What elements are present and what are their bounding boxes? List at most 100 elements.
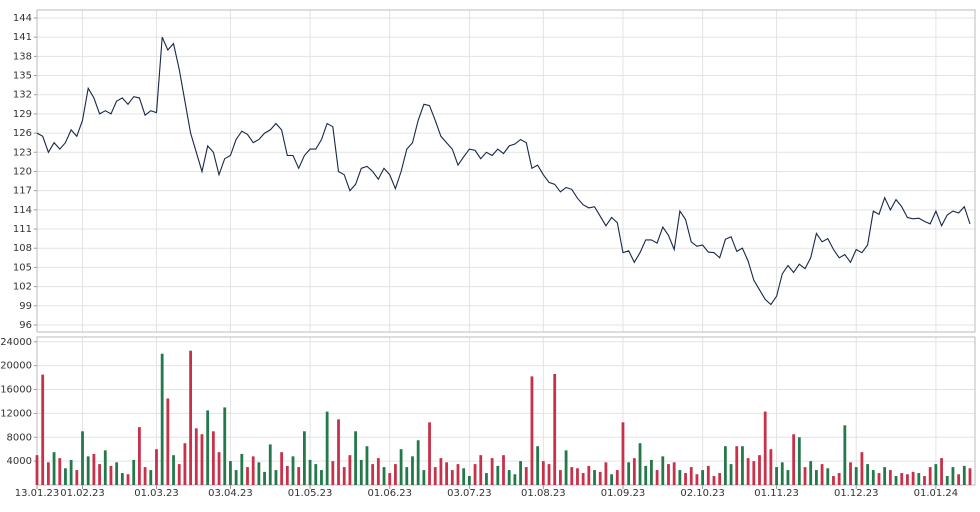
volume-bar <box>837 473 841 485</box>
volume-bar <box>422 470 426 485</box>
volume-bar <box>593 470 596 485</box>
volume-bar <box>701 470 705 485</box>
volume-bar <box>741 446 744 485</box>
y-tick-label: 135 <box>13 71 32 82</box>
volume-bar <box>536 446 540 485</box>
panel-frame <box>36 336 976 486</box>
x-tick-label: 01.11.23 <box>754 488 799 499</box>
volume-bar <box>291 456 295 485</box>
y-tick-label: 4000 <box>7 456 32 467</box>
volume-bar <box>155 449 158 485</box>
volume-bar <box>439 458 443 485</box>
volume-bar <box>934 464 938 485</box>
volume-bar <box>786 470 790 485</box>
volume-bar <box>251 456 255 485</box>
y-tick-label: 24000 <box>0 337 32 348</box>
volume-bar <box>149 470 153 485</box>
volume-bar <box>115 462 119 485</box>
volume-bar <box>405 467 409 485</box>
volume-bar <box>433 467 437 485</box>
volume-bar <box>257 462 261 485</box>
volume-bar <box>46 462 50 485</box>
y-tick-label: 114 <box>13 205 32 216</box>
volume-bar <box>120 473 124 485</box>
panel-frame <box>36 9 976 333</box>
volume-bar <box>689 467 693 485</box>
y-tick-label: 102 <box>13 282 32 293</box>
volume-bar <box>923 476 926 485</box>
volume-bar <box>667 464 670 485</box>
y-tick-label: 129 <box>13 109 32 120</box>
volume-bar <box>411 456 414 485</box>
x-tick-label: 01.12.23 <box>834 488 879 499</box>
volume-bar <box>126 474 130 485</box>
volume-bar <box>160 353 164 485</box>
volume-bar <box>382 467 386 485</box>
volume-bar <box>900 473 904 485</box>
y-tick-label: 99 <box>19 301 32 312</box>
y-tick-label: 20000 <box>0 361 32 372</box>
volume-bar <box>849 462 852 485</box>
volume-bar <box>490 458 494 485</box>
volume-bar <box>530 376 534 485</box>
volume-bar <box>814 470 818 485</box>
price-line <box>36 36 971 306</box>
volume-bar <box>911 471 915 485</box>
x-tick-label: 13.01.23 <box>15 488 60 499</box>
y-tick-label: 105 <box>13 262 32 273</box>
volume-bar <box>877 473 881 485</box>
volume-bar <box>558 470 562 485</box>
x-tick-label: 01.06.23 <box>367 488 412 499</box>
volume-bar <box>684 473 687 485</box>
volume-bar <box>274 470 278 485</box>
volume-bar <box>166 398 170 485</box>
volume-bar <box>200 434 204 485</box>
volume-bar <box>325 411 329 485</box>
volume-bar <box>211 431 215 485</box>
volume-bar <box>621 422 625 485</box>
volume-bar <box>513 474 517 485</box>
volume-bar <box>581 473 585 485</box>
volume-bar <box>194 428 198 485</box>
volume-bar <box>467 476 471 485</box>
y-tick-label: 126 <box>13 128 32 139</box>
volume-bar <box>246 467 249 485</box>
volume-bar <box>359 459 363 485</box>
volume-bar <box>280 452 284 485</box>
volume-bar <box>968 468 972 485</box>
volume-bar <box>547 464 551 485</box>
volume-bar <box>672 462 676 485</box>
y-tick-label: 12000 <box>0 408 32 419</box>
volume-bar <box>729 464 733 485</box>
y-tick-label: 111 <box>13 224 32 235</box>
x-tick-label: 01.01.24 <box>914 488 959 499</box>
y-tick-label: 144 <box>13 13 32 24</box>
volume-bar <box>718 473 722 485</box>
volume-bar <box>945 476 949 485</box>
volume-bar <box>308 459 312 485</box>
volume-bar <box>450 470 454 485</box>
volume-bar <box>758 455 761 485</box>
volume-bar <box>610 474 613 485</box>
y-tick-label: 16000 <box>0 385 32 396</box>
y-tick-label: 138 <box>13 51 32 62</box>
volume-bar <box>576 468 579 485</box>
volume-bar <box>524 467 528 485</box>
y-tick-label: 141 <box>13 32 32 43</box>
volume-bar <box>240 453 244 485</box>
volume-bar <box>962 465 966 485</box>
volume-bar <box>98 464 101 485</box>
volume-bar <box>177 464 181 485</box>
x-tick-label: 02.10.23 <box>680 488 725 499</box>
volume-bar <box>803 467 807 485</box>
volume-bar <box>769 449 773 485</box>
volume-bar <box>86 456 90 485</box>
volume-bar <box>928 467 932 485</box>
volume-bar <box>854 467 858 485</box>
volume-bar <box>564 450 568 485</box>
volume-bar <box>268 444 272 485</box>
y-tick-label: 132 <box>13 90 32 101</box>
volume-bar <box>860 452 864 485</box>
volume-bar <box>746 458 750 485</box>
